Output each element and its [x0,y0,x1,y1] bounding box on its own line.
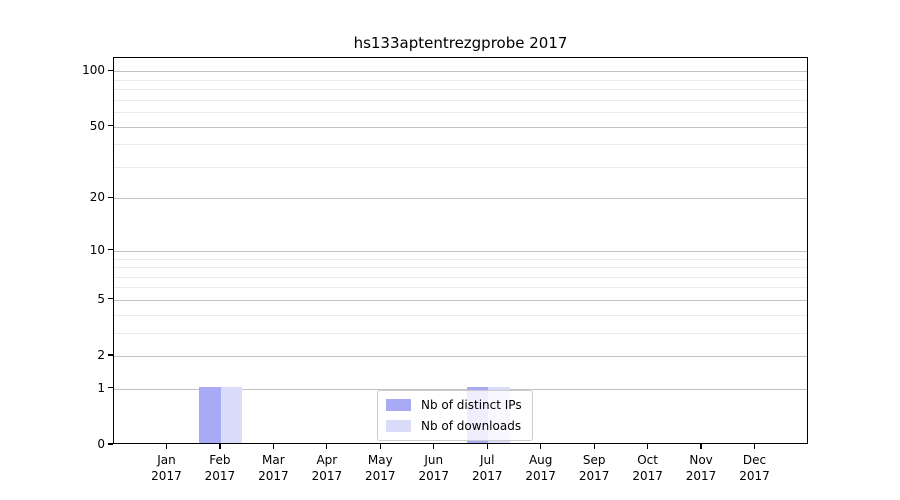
y-tick-label: 5 [97,291,105,306]
gridline-minor [114,99,807,101]
y-tick-label: 20 [89,190,105,205]
y-tick-label: 100 [82,63,105,78]
y-tick [108,387,113,389]
x-tick-year: 2017 [471,469,503,483]
x-tick-label: Feb 2017 [188,452,252,484]
y-tick [108,196,113,198]
y-tick-label: 2 [97,348,105,363]
legend-item: Nb of distinct IPs [386,397,522,413]
gridline-minor [114,89,807,91]
x-tick-year: 2017 [525,469,556,483]
x-tick-label: Apr 2017 [295,452,359,484]
legend-swatch-nb-of-distinct-ips [386,399,411,411]
plot-area [113,57,808,444]
x-tick-month: Jan [157,453,176,467]
y-tick [108,443,113,445]
gridline-minor [114,112,807,114]
legend-item: Nb of downloads [386,418,522,434]
x-tick-year: 2017 [258,469,289,483]
y-tick-label: 10 [89,242,105,257]
x-tick-month: Jun [424,453,444,467]
chart-title: hs133aptentrezgprobe 2017 [353,34,568,52]
y-tick-label: 50 [89,118,105,133]
x-tick [486,444,488,449]
y-tick [108,249,113,251]
x-tick-month: Mar [262,453,285,467]
x-tick-label: Jan 2017 [134,452,198,484]
x-tick-year: 2017 [365,469,396,483]
x-tick-label: Jul 2017 [455,452,519,484]
gridline-major [114,299,807,301]
gridline-major [114,388,807,390]
legend-label: Nb of distinct IPs [421,398,522,412]
x-tick-label: Aug 2017 [509,452,573,484]
x-tick-year: 2017 [739,469,770,483]
gridline-minor [114,276,807,278]
y-tick-label: 0 [97,437,105,451]
x-tick-month: Oct [637,453,658,467]
x-tick-month: Feb [209,453,231,467]
x-tick-year: 2017 [578,469,610,483]
gridline-minor [114,314,807,316]
x-tick-label: Oct 2017 [616,452,680,484]
gridline-minor [114,166,807,168]
y-tick [108,69,113,71]
y-tick [108,354,113,356]
x-tick-label: Mar 2017 [241,452,305,484]
gridline-minor [114,267,807,269]
gridline-major [114,71,807,73]
x-tick [272,444,274,449]
x-tick-label: Jun 2017 [402,452,466,484]
x-tick-label: Sep 2017 [562,452,626,484]
x-tick-month: Sep [582,453,606,467]
bar-nb-of-downloads-feb [220,386,243,443]
gridline-minor [114,79,807,81]
legend: Nb of distinct IPs Nb of downloads [377,390,533,441]
legend-label: Nb of downloads [421,419,522,433]
legend-swatch-nb-of-downloads [386,420,411,432]
bar-nb-of-distinct-ips-feb [199,386,221,443]
x-tick-year: 2017 [632,469,663,483]
y-tick-label: 1 [97,380,105,395]
x-tick [326,444,328,449]
y-tick [108,298,113,300]
x-tick-month: Aug [528,453,553,467]
x-tick-year: 2017 [311,469,343,483]
x-tick-month: Nov [689,453,713,467]
x-tick [379,444,381,449]
x-tick [647,444,649,449]
x-tick-month: Apr [316,453,338,467]
x-tick-month: Dec [742,453,767,467]
gridline-minor [114,332,807,334]
gridline-minor [114,258,807,260]
x-tick-year: 2017 [204,469,236,483]
gridline-major [114,126,807,128]
x-tick [753,444,756,449]
gridline-minor [114,287,807,289]
x-tick-year: 2017 [151,469,182,483]
x-tick-label: May 2017 [348,452,412,484]
x-tick-month: Jul [479,453,495,467]
x-tick-label: Nov 2017 [669,452,733,484]
gridline-minor [114,144,807,146]
x-tick [540,444,542,449]
gridline-major [114,250,807,252]
x-tick [700,444,702,449]
x-tick [433,444,435,449]
x-tick [219,444,221,449]
x-tick [593,444,595,449]
gridline-major [114,198,807,200]
x-tick-label: Dec 2017 [723,452,787,484]
x-tick-month: May [367,453,393,467]
x-tick-year: 2017 [685,469,717,483]
x-tick-year: 2017 [418,469,450,483]
gridline-major [114,356,807,358]
x-tick [165,444,168,449]
y-tick [108,124,113,127]
